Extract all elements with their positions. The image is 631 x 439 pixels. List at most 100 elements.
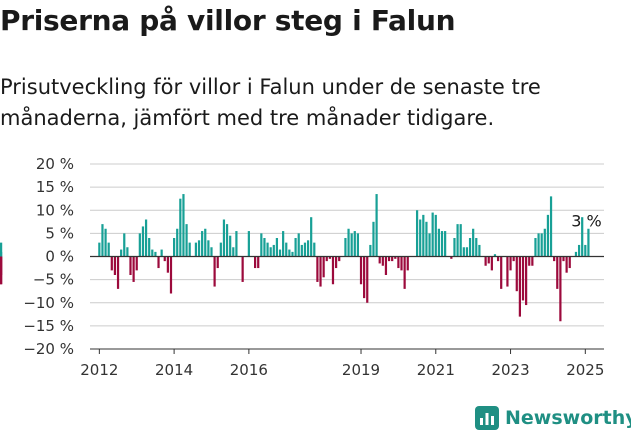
bar xyxy=(154,251,157,257)
bar xyxy=(568,256,571,269)
bar xyxy=(525,256,528,306)
bar-chart-logo-icon xyxy=(475,406,499,430)
bar xyxy=(559,256,562,322)
bar xyxy=(129,256,132,275)
bar xyxy=(397,256,400,269)
bar xyxy=(132,256,135,282)
bar xyxy=(197,240,201,257)
bar xyxy=(359,256,363,285)
bar xyxy=(194,242,198,257)
bar xyxy=(113,256,117,275)
bar xyxy=(450,256,453,259)
value-annotation: 3 % xyxy=(571,211,601,230)
bar xyxy=(549,196,553,257)
bar xyxy=(135,256,138,271)
bar xyxy=(487,256,490,264)
bar xyxy=(543,228,546,257)
bar xyxy=(266,242,269,257)
bar xyxy=(394,256,397,259)
bar xyxy=(468,238,472,257)
bar xyxy=(400,256,403,271)
bar xyxy=(116,256,120,289)
bar xyxy=(350,233,353,257)
bar xyxy=(328,256,331,259)
bar xyxy=(207,240,210,257)
newsworthy-logo: Newsworthy xyxy=(475,406,631,430)
bar xyxy=(387,256,391,262)
y-tick-label: −10 % xyxy=(23,294,74,312)
y-tick-label: 20 % xyxy=(36,155,74,173)
bar xyxy=(490,256,493,271)
bar xyxy=(531,256,534,266)
bar xyxy=(415,210,419,257)
bar xyxy=(403,256,406,289)
bar xyxy=(369,244,372,257)
bar xyxy=(98,242,101,257)
bar xyxy=(297,233,300,257)
bar xyxy=(556,256,559,289)
bar xyxy=(518,256,521,317)
bar xyxy=(107,242,110,257)
bar xyxy=(269,247,272,257)
bar xyxy=(144,219,148,257)
bar xyxy=(101,224,104,257)
bar xyxy=(493,254,497,257)
chart-title: Priserna på villor steg i Falun xyxy=(0,4,456,37)
bar xyxy=(459,224,462,257)
bar xyxy=(216,256,219,269)
bar xyxy=(157,256,160,269)
bar xyxy=(210,247,213,257)
bar xyxy=(141,226,145,257)
bar xyxy=(381,256,384,266)
bar xyxy=(428,233,431,257)
bar xyxy=(574,251,578,257)
bar xyxy=(232,247,235,257)
bar xyxy=(294,238,297,257)
bar xyxy=(219,242,222,257)
bar xyxy=(356,233,360,257)
bar xyxy=(581,217,584,257)
bar xyxy=(257,256,260,269)
y-tick-label: −5 % xyxy=(33,271,74,289)
bar xyxy=(247,231,250,257)
bar xyxy=(110,256,113,271)
bar xyxy=(334,256,338,269)
brand-name: Newsworthy xyxy=(505,407,631,429)
bar xyxy=(151,249,154,257)
bar xyxy=(391,256,394,262)
bar xyxy=(584,244,587,257)
bar xyxy=(465,247,469,257)
y-tick-label: 0 % xyxy=(45,248,74,266)
bar xyxy=(166,256,169,273)
bar xyxy=(229,235,232,257)
bar xyxy=(213,256,216,287)
y-tick-label: −15 % xyxy=(23,317,74,335)
bar xyxy=(478,244,481,257)
bar xyxy=(509,256,512,271)
bar xyxy=(406,256,409,271)
bar xyxy=(437,228,441,257)
bar xyxy=(512,256,515,262)
bar xyxy=(462,247,465,257)
bar xyxy=(422,214,425,257)
bar xyxy=(300,244,303,257)
bar xyxy=(316,256,319,282)
bar xyxy=(534,238,537,257)
bar xyxy=(278,249,282,257)
bar xyxy=(325,256,328,262)
bar xyxy=(282,231,285,257)
x-tick-label: 2023 xyxy=(491,361,529,379)
bar xyxy=(188,242,191,257)
bar xyxy=(528,256,531,266)
bar xyxy=(472,228,475,257)
bar xyxy=(201,231,204,257)
y-tick-label: 15 % xyxy=(36,178,74,196)
bar xyxy=(453,238,456,257)
bar xyxy=(160,249,163,257)
y-tick-label: 5 % xyxy=(45,224,74,242)
bar xyxy=(475,238,478,257)
bar xyxy=(126,247,129,257)
bar xyxy=(222,219,226,257)
bar xyxy=(185,224,188,257)
bar xyxy=(378,256,381,264)
